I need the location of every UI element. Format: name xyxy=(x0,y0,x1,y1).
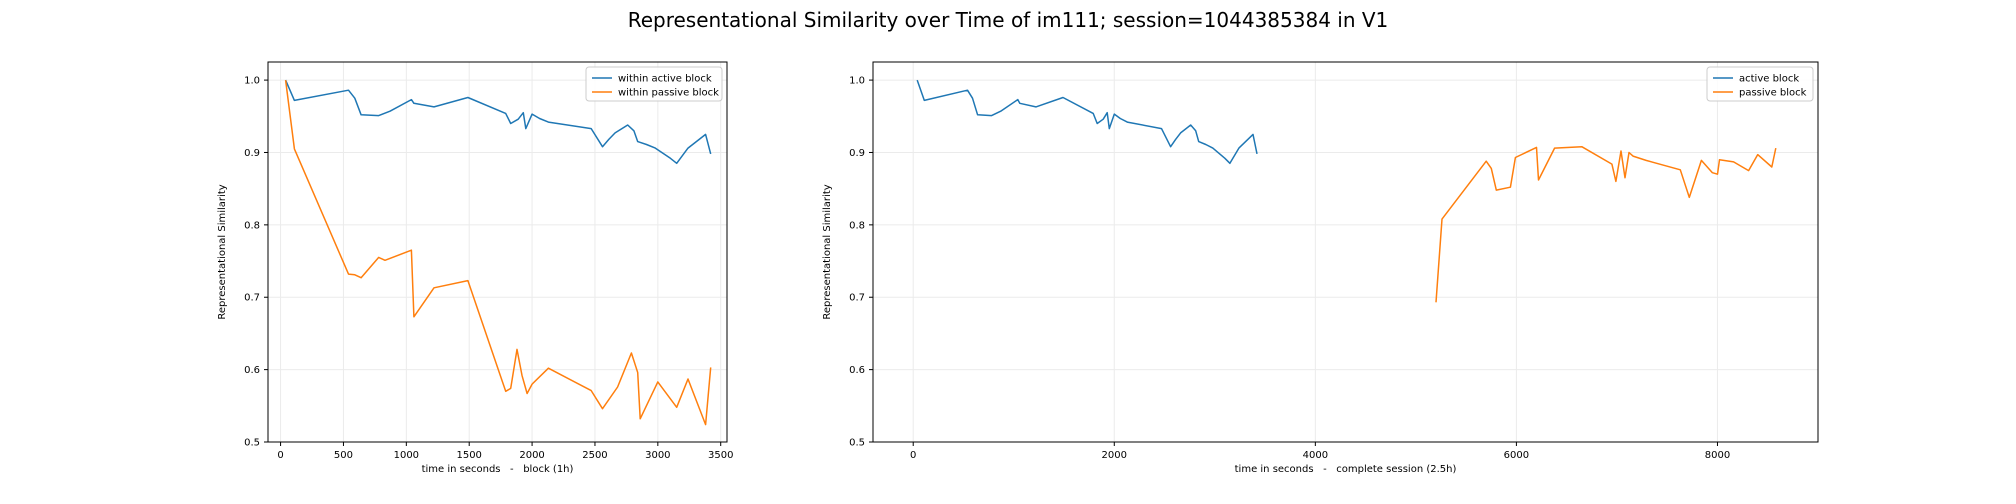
y-tick-label: 1.0 xyxy=(244,76,260,87)
figure-title: Representational Similarity over Time of… xyxy=(627,8,1389,32)
x-tick-label: 4000 xyxy=(1303,450,1328,461)
series-line-blue xyxy=(916,79,1258,165)
y-tick-label: 0.7 xyxy=(849,293,865,304)
legend: active block passive block xyxy=(1706,66,1814,102)
legend-label: passive block xyxy=(1739,88,1807,99)
y-tick-label: 0.9 xyxy=(244,148,260,159)
legend-label: within passive block xyxy=(618,88,719,99)
y-tick-label: 0.9 xyxy=(849,148,865,159)
x-tick-label: 2500 xyxy=(582,450,607,461)
x-tick-label: 0 xyxy=(910,450,916,461)
series-line-orange xyxy=(1435,145,1777,303)
left-subplot: 0 500 1000 1500 2000 2500 3000 3500 0.5 0.6 0.7 0.8… xyxy=(217,61,733,475)
legend-box xyxy=(1706,66,1814,102)
x-axis-label: time in seconds - complete session (2.5h… xyxy=(1235,464,1457,475)
y-axis-label: Representational Similarity xyxy=(217,184,228,319)
y-tick-label: 0.6 xyxy=(849,365,865,376)
y-tick-label: 0.6 xyxy=(244,365,260,376)
x-tick-label: 3000 xyxy=(645,450,670,461)
x-axis-label: time in seconds - block (1h) xyxy=(422,464,574,475)
series-line-orange xyxy=(284,80,712,426)
legend: within active block within passive block xyxy=(585,66,723,102)
x-tick-label: 0 xyxy=(277,450,283,461)
legend-box xyxy=(585,66,723,102)
x-tick-label: 8000 xyxy=(1705,450,1730,461)
right-subplot: 0 2000 4000 6000 8000 0.5 0.6 0.7 0.8 0.9 1.0 time … xyxy=(822,61,1819,475)
axes-frame xyxy=(872,61,1819,443)
x-tick-label: 6000 xyxy=(1504,450,1529,461)
y-tick-label: 0.5 xyxy=(244,438,260,449)
series-line-blue xyxy=(284,79,712,165)
y-tick-label: 0.8 xyxy=(849,220,865,231)
legend-label: within active block xyxy=(618,74,712,85)
x-tick-label: 500 xyxy=(334,450,353,461)
x-tick-label: 3500 xyxy=(708,450,733,461)
x-tick-label: 2000 xyxy=(1102,450,1127,461)
y-tick-label: 0.7 xyxy=(244,293,260,304)
y-tick-label: 0.8 xyxy=(244,220,260,231)
legend-label: active block xyxy=(1739,74,1799,85)
y-tick-label: 0.5 xyxy=(849,438,865,449)
y-axis-label: Representational Similarity xyxy=(822,184,833,319)
x-tick-label: 2000 xyxy=(519,450,544,461)
x-tick-label: 1500 xyxy=(456,450,481,461)
axes-frame xyxy=(267,61,728,443)
y-tick-label: 1.0 xyxy=(849,76,865,87)
x-tick-label: 1000 xyxy=(394,450,419,461)
